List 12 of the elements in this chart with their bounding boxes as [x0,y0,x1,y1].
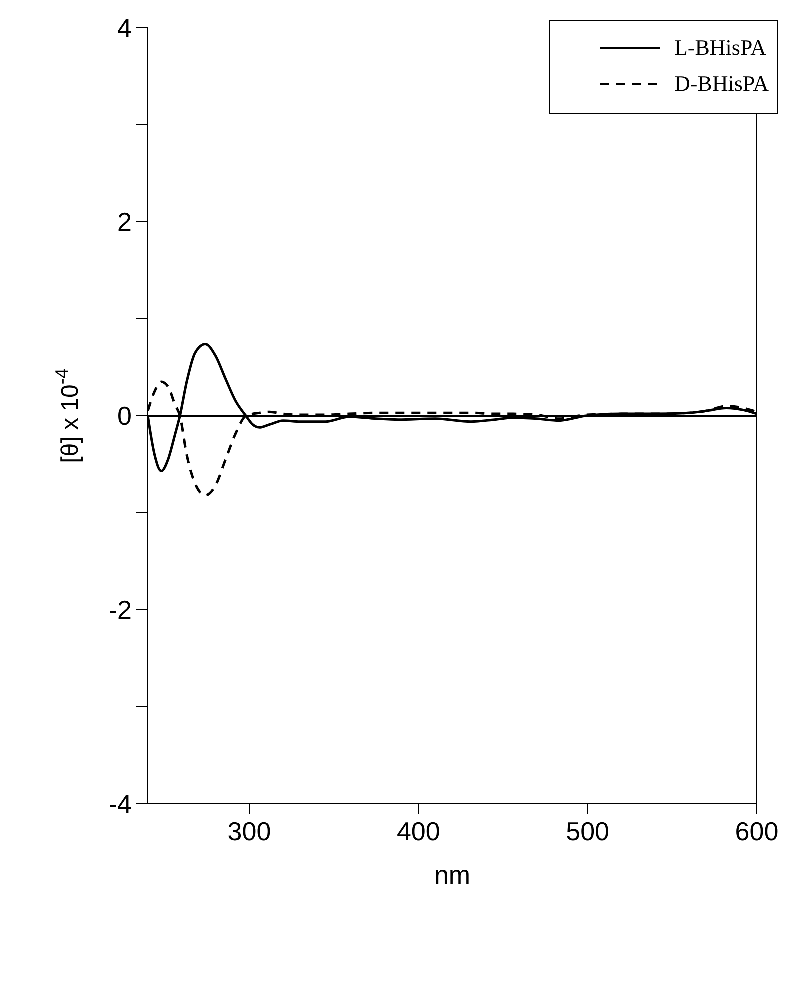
y-tick-label: -4 [108,789,132,820]
legend-label: L-BHisPA [674,35,767,61]
y-tick-label: 0 [118,401,132,432]
x-tick-label: 400 [396,816,440,846]
x-tick-label: 300 [228,816,272,846]
x-tick-label: 500 [566,816,610,846]
x-axis-title: nm [434,860,471,890]
x-tick-label: 600 [735,816,779,846]
y-tick-label: -2 [108,595,132,626]
y-tick-label: 2 [118,207,132,238]
y-tick-label: 4 [118,13,132,44]
legend-label: D-BHisPA [674,71,769,97]
